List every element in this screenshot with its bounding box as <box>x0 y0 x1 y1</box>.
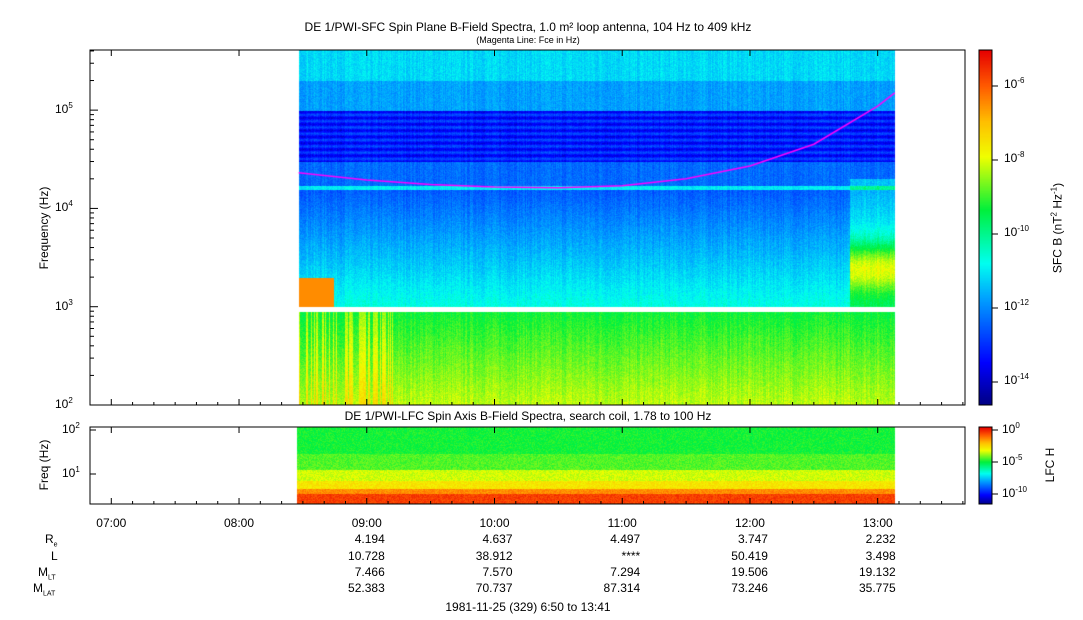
lfc-colorbar-frame <box>978 426 993 505</box>
bottom-plot-frame <box>89 426 966 505</box>
x-tick-label: 13:00 <box>862 516 893 530</box>
ephem-re-value: 2.232 <box>865 532 896 546</box>
ephem-l-value: **** <box>621 549 641 563</box>
x-tick-label: 07:00 <box>96 516 127 530</box>
sfc-colorbar-tick-label: 10-8 <box>1004 150 1025 165</box>
sfc-colorbar <box>979 50 992 405</box>
bottom-title: DE 1/PWI-LFC Spin Axis B-Field Spectra, … <box>344 409 712 423</box>
top-ytick-label: 105 <box>55 101 73 117</box>
re-sub: e <box>53 541 58 549</box>
ephem-mlt-value: 7.466 <box>354 565 385 579</box>
ephem-mlat-value: 52.383 <box>348 581 385 595</box>
x-tick-label: 09:00 <box>351 516 382 530</box>
ephem-mlt-value: 7.570 <box>482 565 513 579</box>
lfc-colorbar-tick-label: 10-5 <box>1002 453 1023 468</box>
x-tick-label: 08:00 <box>224 516 255 530</box>
sfc-colorbar-tick-label: 10-14 <box>1004 372 1029 387</box>
sfc-colorbar-label: SFC B (nT2 Hz-1) <box>1049 182 1065 274</box>
ephem-l-value: 3.498 <box>865 549 896 563</box>
ephem-mlt-value: 7.294 <box>610 565 641 579</box>
ephem-mlt-value: 19.506 <box>731 565 768 579</box>
x-tick-label: 10:00 <box>479 516 510 530</box>
ephem-l-label: L <box>51 549 58 563</box>
ephem-re-value: 4.637 <box>482 532 513 546</box>
lfc-colorbar-tick-label: 100 <box>1002 421 1020 436</box>
mlat-label: M <box>33 581 43 595</box>
re-label: R <box>45 532 54 546</box>
x-tick-label: 12:00 <box>734 516 765 530</box>
ephem-mlat-value: 87.314 <box>603 581 641 595</box>
ephem-mlat-label: MLAT <box>33 581 55 597</box>
ephem-l-value: 38.912 <box>475 549 513 563</box>
sfc-colorbar-tick-label: 10-6 <box>1004 76 1025 91</box>
bottom-ylabel: Freq (Hz) <box>37 439 51 491</box>
ephem-re-value: 3.747 <box>737 532 768 546</box>
ephem-mlt-value: 19.132 <box>859 565 896 579</box>
top-ylabel: Frequency (Hz) <box>37 186 51 270</box>
ephem-mlat-value: 73.246 <box>731 581 768 595</box>
lfc-spectrogram <box>90 427 965 504</box>
footer-date-range: 1981-11-25 (329) 6:50 to 13:41 <box>445 600 611 614</box>
lfc-colorbar-label: LFC H <box>1043 447 1057 483</box>
lfc-colorbar <box>979 427 992 504</box>
sfc-colorbar-frame <box>978 49 993 406</box>
ephem-l-value: 10.728 <box>348 549 385 563</box>
top-ytick-label: 102 <box>55 396 73 411</box>
lfc-colorbar-tick-label: 10-10 <box>1002 485 1027 500</box>
x-tick-label: 11:00 <box>607 516 637 530</box>
sfc-spectrogram <box>90 50 965 405</box>
ephem-re-label: Re <box>45 532 58 548</box>
ephem-re-value: 4.497 <box>610 532 641 546</box>
top-ytick-label: 103 <box>55 297 73 313</box>
mlat-sub: LAT <box>43 590 56 598</box>
top-ytick-label: 104 <box>55 199 73 215</box>
ephem-mlat-value: 35.775 <box>859 581 896 595</box>
ephem-l-value: 50.419 <box>731 549 768 563</box>
ephem-re-value: 4.194 <box>354 532 385 546</box>
sfc-colorbar-tick-label: 10-10 <box>1004 224 1029 239</box>
mlt-sub: LT <box>48 574 56 582</box>
mlt-label: M <box>38 565 48 579</box>
top-subtitle: (Magenta Line: Fce in Hz) <box>476 35 580 45</box>
ephem-mlat-value: 70.737 <box>475 581 513 595</box>
bottom-ytick-label: 102 <box>62 421 80 436</box>
top-title: DE 1/PWI-SFC Spin Plane B-Field Spectra,… <box>304 20 752 34</box>
ephem-mlt-label: MLT <box>38 565 56 581</box>
sfc-colorbar-tick-label: 10-12 <box>1004 298 1029 313</box>
top-plot-frame <box>89 49 966 406</box>
bottom-ytick-label: 101 <box>62 465 80 480</box>
